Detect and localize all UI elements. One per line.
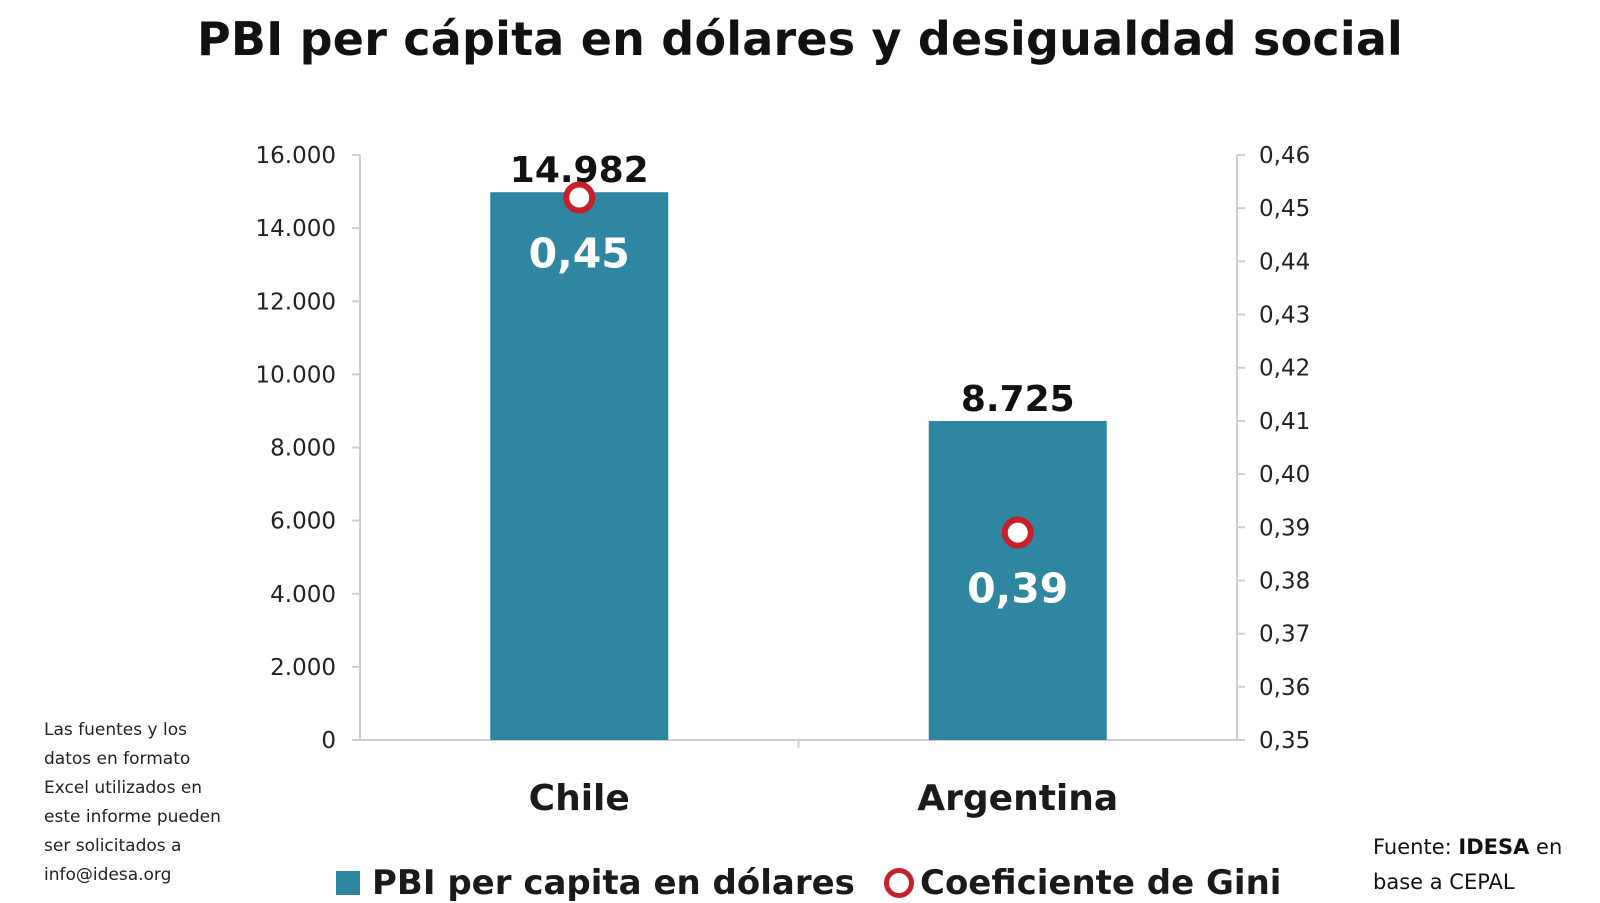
legend-ring-gini-icon bbox=[884, 868, 914, 898]
source-prefix: Fuente: bbox=[1373, 835, 1452, 859]
y-right-tick-label: 0,44 bbox=[1259, 249, 1310, 275]
y-right-tick-label: 0,36 bbox=[1259, 675, 1310, 701]
gini-value-label: 0,45 bbox=[529, 230, 630, 278]
y-right-tick-label: 0,41 bbox=[1259, 409, 1310, 435]
data-availability-note: Las fuentes y los datos en formato Excel… bbox=[44, 720, 221, 885]
legend-item-gini: Coeficiente de Gini bbox=[884, 863, 1282, 903]
y-left-tick-label: 0 bbox=[321, 728, 336, 754]
source-org: IDESA bbox=[1458, 835, 1530, 859]
y-right-tick-label: 0,42 bbox=[1259, 356, 1310, 382]
y-left-tick-label: 12.000 bbox=[256, 289, 336, 315]
y-right-tick-label: 0,46 bbox=[1259, 143, 1310, 169]
x-category-label: Argentina bbox=[917, 778, 1118, 819]
y-left-tick-label: 2.000 bbox=[270, 655, 336, 681]
y-left-tick-label: 14.000 bbox=[256, 216, 336, 242]
y-right-tick-label: 0,37 bbox=[1259, 622, 1310, 648]
y-right-tick-label: 0,40 bbox=[1259, 462, 1310, 488]
gini-value-label: 0,39 bbox=[967, 565, 1068, 613]
legend-label-gdp: PBI per capita en dólares bbox=[372, 863, 855, 903]
bar-value-label: 8.725 bbox=[961, 379, 1075, 420]
y-right-tick-label: 0,39 bbox=[1259, 515, 1310, 541]
source-suffix: en base a CEPAL bbox=[1373, 835, 1563, 894]
legend-label-gini: Coeficiente de Gini bbox=[920, 863, 1282, 903]
y-left-tick-label: 8.000 bbox=[270, 436, 336, 462]
source-note: Fuente: IDESA en base a CEPAL bbox=[1373, 830, 1593, 900]
gini-point-chile bbox=[563, 181, 596, 214]
bar-argentina bbox=[928, 420, 1107, 740]
y-left-tick-label: 4.000 bbox=[270, 582, 336, 608]
y-right-tick-label: 0,45 bbox=[1259, 196, 1310, 222]
y-right-tick-label: 0,38 bbox=[1259, 568, 1310, 594]
y-right-tick-label: 0,43 bbox=[1259, 303, 1310, 329]
bar-chile bbox=[490, 192, 669, 740]
y-right-tick-label: 0,35 bbox=[1259, 728, 1310, 754]
y-left-tick-label: 10.000 bbox=[256, 362, 336, 388]
x-category-label: Chile bbox=[529, 778, 630, 819]
chart-title: PBI per cápita en dólares y desigualdad … bbox=[196, 12, 1404, 66]
y-left-tick-label: 16.000 bbox=[256, 143, 336, 169]
y-left-tick-label: 6.000 bbox=[270, 509, 336, 535]
legend-swatch-gdp bbox=[336, 871, 360, 895]
legend-item-gdp: PBI per capita en dólares bbox=[336, 863, 855, 903]
gini-point-argentina bbox=[1001, 516, 1034, 549]
